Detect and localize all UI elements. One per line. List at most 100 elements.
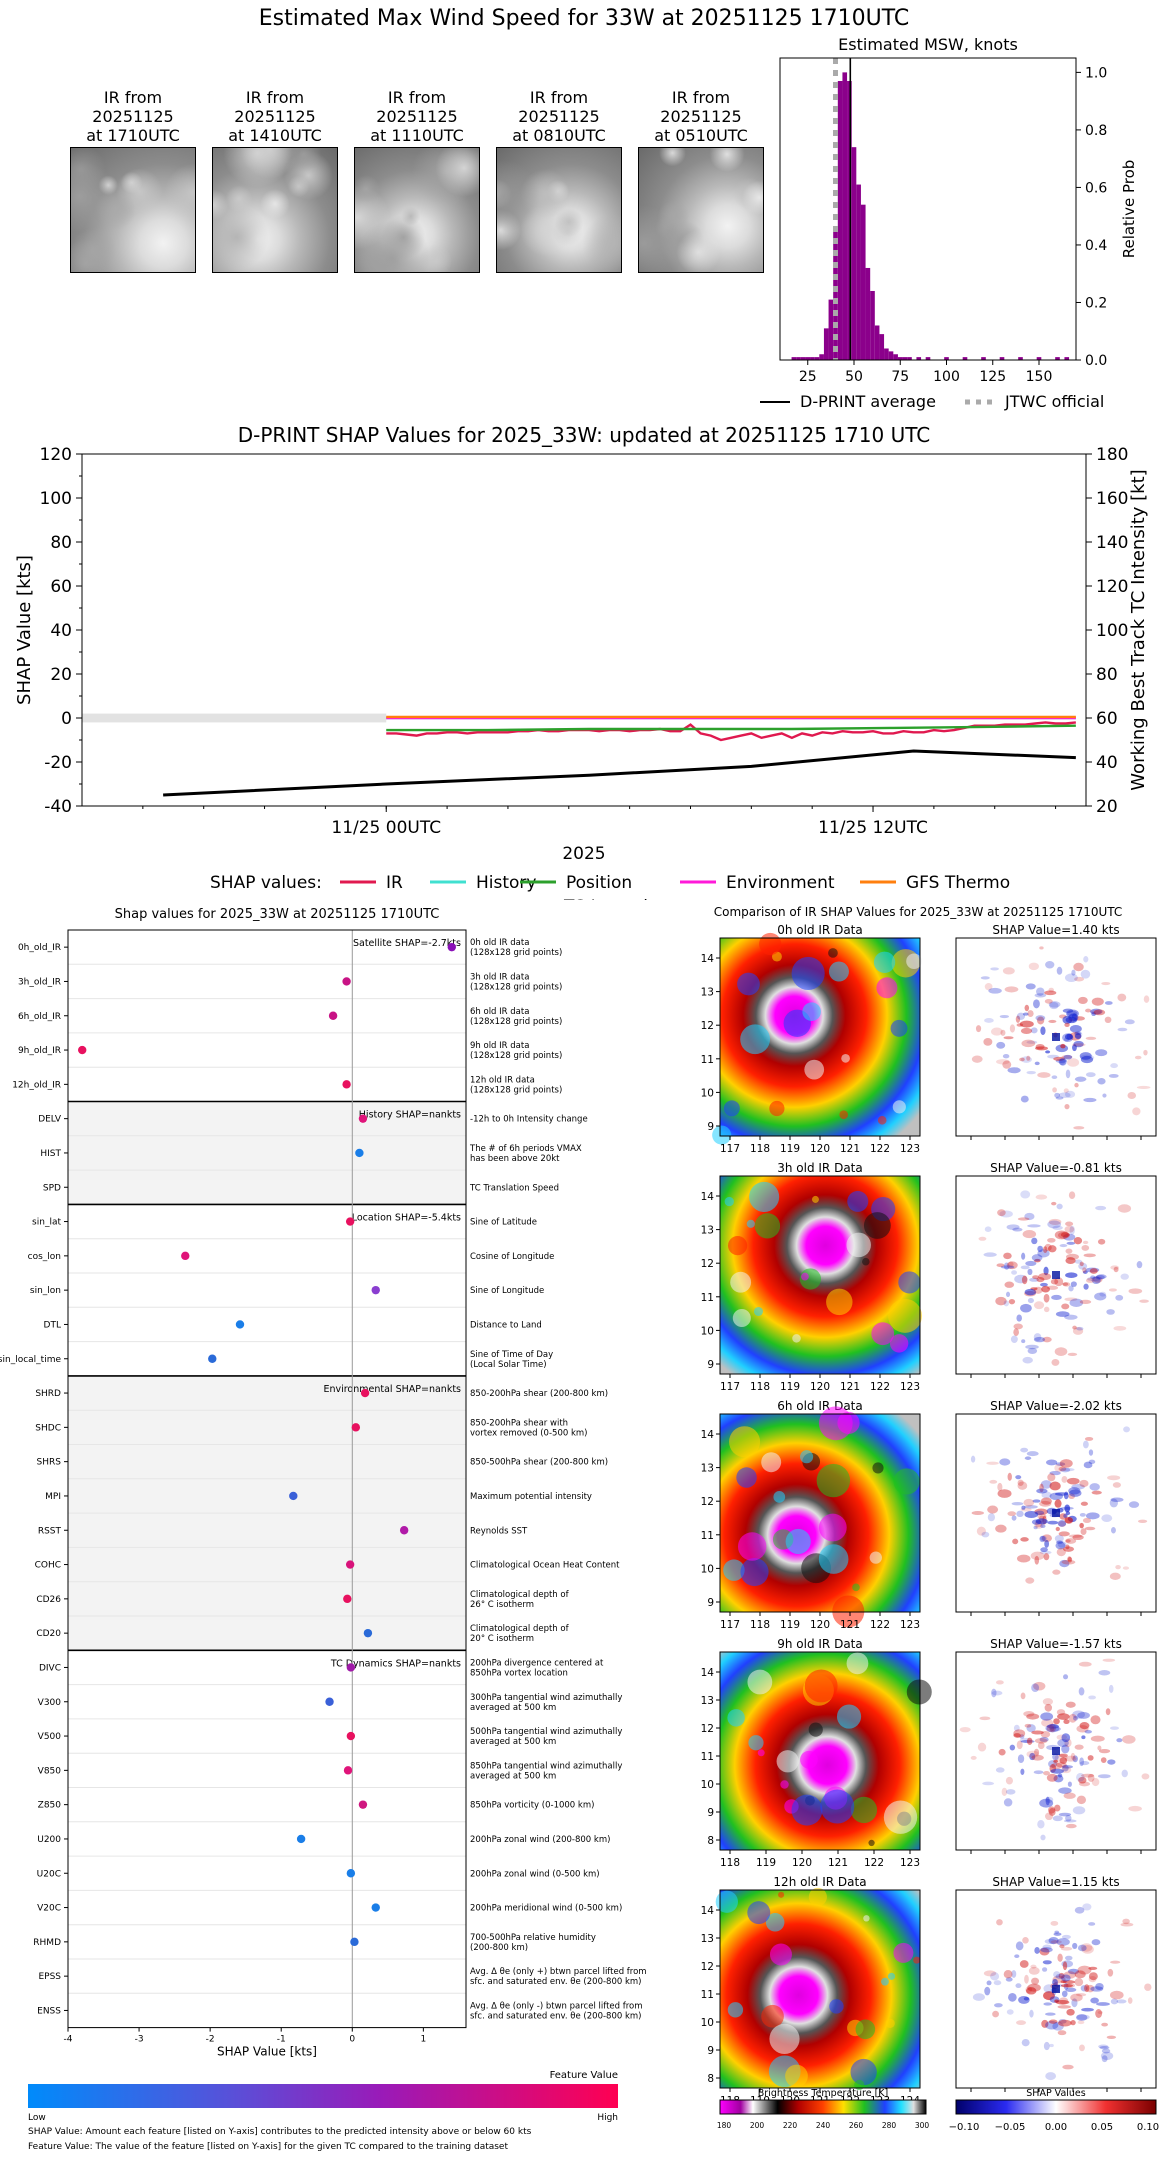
shap-colorbar-tick: −0.10 — [949, 2122, 980, 2133]
shap-pixel-blob — [1025, 1260, 1037, 1267]
feat-name: SHRS — [37, 1458, 62, 1468]
ts-y2tick-label: 80 — [1096, 665, 1118, 685]
feat-name: cos_lon — [28, 1252, 61, 1262]
shap-pixel-blob — [1057, 1231, 1070, 1239]
shap-pixel-blob — [1027, 1297, 1034, 1304]
shap-pixel-blob — [1054, 1753, 1068, 1763]
shap-pixel-blob — [1123, 1426, 1130, 1433]
shap-pixel-blob — [1095, 1049, 1108, 1057]
shap-pixel-blob — [1034, 1738, 1048, 1744]
shap-pixel-blob — [1035, 1046, 1048, 1051]
shap-pixel-blob — [986, 1461, 999, 1465]
shap-pixel-blob — [1019, 1960, 1029, 1968]
shap-pixel-blob — [1007, 1067, 1021, 1074]
shap-pixel-blob — [1097, 1238, 1106, 1245]
shap-pixel-blob — [1003, 1252, 1012, 1260]
hist-frame — [779, 57, 1077, 361]
shap-pixel-blob — [1088, 1922, 1096, 1926]
ir-panel-title: 3h old IR Data — [777, 1161, 863, 1175]
shap-pixel-blob — [983, 1037, 993, 1046]
shap-pixel-blob — [1085, 1984, 1095, 1993]
shap-pixel-blob — [1063, 1819, 1077, 1823]
hist-bar — [944, 357, 949, 360]
shap-pixel-blob — [1060, 1043, 1066, 1049]
shap-pixel-blob — [1065, 1221, 1074, 1227]
shap-pixel-blob — [1014, 1954, 1020, 1958]
shap-pixel-blob — [1109, 1572, 1121, 1580]
shap-pixel-blob — [1025, 1986, 1032, 1993]
colorbar-low-label: Low — [28, 2113, 46, 2123]
shap-pixel-blob — [1034, 1258, 1041, 1263]
ir-xtick-label: 119 — [756, 1857, 776, 1869]
shap-pixel-blob — [1035, 1518, 1048, 1525]
shap-pixel-blob — [1081, 1773, 1095, 1778]
ir-xtick-label: 121 — [840, 1381, 860, 1393]
shap-pixel-blob — [1072, 1325, 1077, 1330]
shap-pixel-blob — [1063, 1054, 1073, 1060]
feat-xtick-label: 1 — [420, 2035, 426, 2045]
feat-name: U20C — [37, 1869, 61, 1879]
shap-pixel-blob — [1101, 981, 1111, 986]
shap-pixel-blob — [1044, 1703, 1053, 1712]
feat-xtick-label: 0 — [349, 2035, 355, 2045]
shap-pixel-blob — [1096, 1274, 1107, 1279]
ir-xtick-label: 122 — [864, 1857, 884, 1869]
shap-pixel-blob — [1112, 1482, 1121, 1488]
shap-pixel-blob — [1054, 1499, 1062, 1508]
shap-pixel-blob — [1080, 1985, 1088, 1992]
shap-pixel-blob — [1074, 1744, 1084, 1750]
shap-pixel-blob — [1141, 1773, 1150, 1780]
ir-xtick-label: 117 — [720, 1381, 740, 1393]
shap-pixel-blob — [1073, 1237, 1083, 1245]
shap-pixel-blob — [1029, 2009, 1034, 2018]
shap-pixel-blob — [1029, 1277, 1040, 1282]
ts-y2tick-label: 100 — [1096, 621, 1128, 641]
shap-pixel-blob — [1003, 1970, 1013, 1979]
ts-series-line — [163, 749, 1076, 797]
ir-thumb-label-line: 20251125 — [518, 107, 600, 126]
shap-pixel-blob — [1128, 1288, 1143, 1294]
shap-pixel-blob — [1009, 1024, 1016, 1033]
feat-desc: 850hPa vortex location — [470, 1668, 568, 1678]
feat-desc: (128x128 grid points) — [470, 1085, 562, 1095]
shap-pixel-blob — [1055, 1973, 1065, 1980]
shap-pixel-blob — [1057, 1953, 1063, 1962]
shap-pixel-blob — [1105, 1708, 1111, 1716]
feat-point — [358, 1114, 368, 1123]
shap-pixel-blob — [1060, 1984, 1073, 1988]
shap-pixel-blob — [1017, 1479, 1024, 1486]
shap-pixel-blob — [1065, 1257, 1076, 1264]
shap-pixel-blob — [1078, 1781, 1091, 1787]
shap-pixel-blob — [998, 1748, 1006, 1756]
shap-pixel-blob — [1054, 1347, 1068, 1356]
shap-pixel-blob — [1109, 1990, 1124, 2000]
shap-pixel-blob — [993, 1980, 1002, 1986]
feat-name: MPI — [45, 1492, 61, 1502]
shap-pixel-blob — [1053, 1971, 1061, 1978]
ir-cloud-blob — [811, 1195, 819, 1203]
shap-pixel-blob — [990, 1972, 1000, 1981]
shap-pixel-blob — [970, 1455, 976, 1463]
shap-pixel-blob — [1044, 998, 1053, 1004]
shap-pixel-blob — [1069, 1225, 1075, 1235]
feat-desc: 26° C isotherm — [470, 1600, 534, 1610]
ir-ytick-label: 14 — [701, 1667, 715, 1679]
shap-pixel-blob — [1058, 1520, 1067, 1527]
hist-ytick-label: 1.0 — [1085, 65, 1107, 81]
shap-pixel-blob — [1058, 1787, 1072, 1794]
shap-pixel-blob — [1039, 1550, 1052, 1555]
shap-pixel-blob — [1024, 1288, 1037, 1296]
ts-legend-label: GFS Thermo — [906, 873, 1010, 893]
shap-pixel-blob — [1048, 1808, 1056, 1816]
ir-xtick-label: 123 — [900, 1381, 920, 1393]
shap-pixel-blob — [1085, 1267, 1100, 1273]
feat-desc: has been above 20kt — [470, 1154, 560, 1164]
shap-pixel-blob — [1028, 1966, 1040, 1975]
shap-pixel-blob — [1027, 1224, 1041, 1228]
shap-pixel-blob — [1026, 1055, 1031, 1061]
shap-pixel-blob — [1031, 1683, 1040, 1693]
shap-pixel-blob — [1043, 1266, 1049, 1276]
shap-pixel-blob — [1065, 1511, 1071, 1516]
feat-desc: Climatological depth of — [470, 1590, 570, 1600]
shap-pixel-blob — [1021, 1252, 1026, 1260]
